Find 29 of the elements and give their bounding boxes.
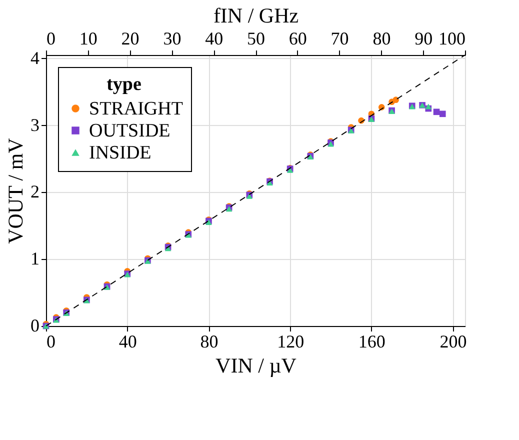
x2-tick-label: 10 bbox=[79, 28, 98, 48]
x2-tick-label: 20 bbox=[121, 28, 140, 48]
x2-axis-title: fIN / GHz bbox=[213, 4, 299, 28]
x-tick-label: 40 bbox=[118, 332, 137, 352]
legend-label: STRAIGHT bbox=[89, 98, 184, 120]
x2-tick-label: 70 bbox=[330, 28, 349, 48]
y-tick-label: 2 bbox=[30, 182, 40, 202]
x-tick-label: 200 bbox=[440, 332, 467, 352]
x-tick-label: 80 bbox=[200, 332, 218, 352]
x-tick-label: 0 bbox=[46, 332, 56, 352]
y-tick-label: 3 bbox=[30, 114, 40, 135]
x2-tick-label: 40 bbox=[205, 28, 224, 48]
y-tick-label: 0 bbox=[30, 316, 40, 336]
x2-tick-label: 90 bbox=[414, 28, 433, 48]
x2-tick-label: 80 bbox=[372, 28, 391, 48]
legend-label: INSIDE bbox=[89, 142, 152, 164]
x2-tick-label: 100 bbox=[438, 28, 466, 48]
x2-tick-label: 0 bbox=[46, 28, 56, 48]
x2-tick-label: 60 bbox=[288, 28, 307, 48]
y-axis-title: VOUT / mV bbox=[4, 138, 28, 244]
legend-label: OUTSIDE bbox=[89, 120, 170, 142]
legend-title: type bbox=[106, 74, 142, 95]
x2-tick-label: 50 bbox=[247, 28, 265, 48]
y-tick-label: 4 bbox=[30, 48, 40, 68]
x-tick-label: 120 bbox=[277, 332, 304, 352]
y-tick-label: 1 bbox=[30, 248, 40, 269]
x2-tick-label: 30 bbox=[163, 28, 182, 48]
x-axis-title: VIN / µV bbox=[216, 354, 296, 378]
x-tick-label: 160 bbox=[358, 332, 386, 352]
